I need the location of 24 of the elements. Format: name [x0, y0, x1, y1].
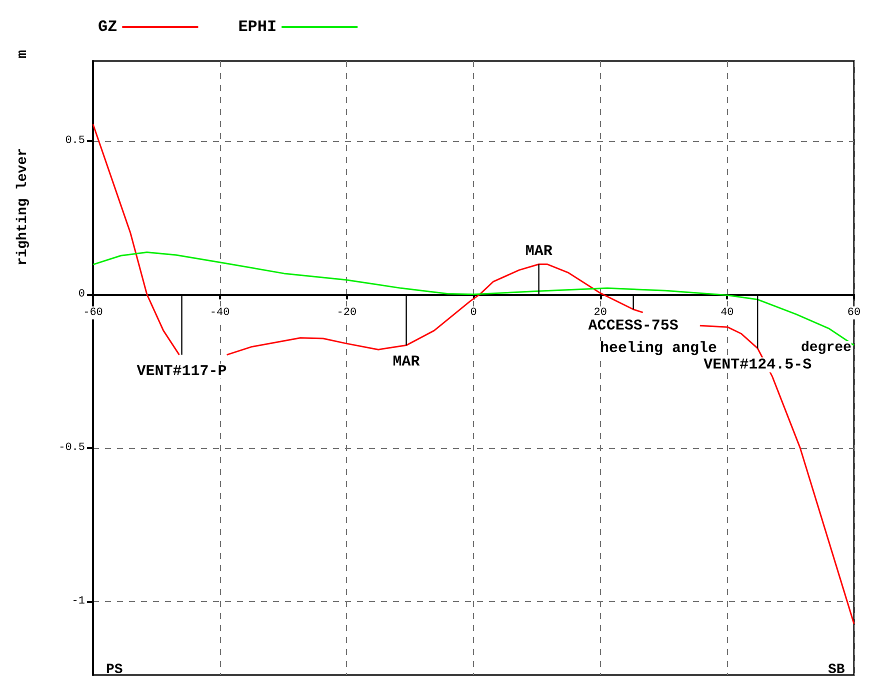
- annotation: MAR: [392, 353, 420, 370]
- x-tick-label: -20: [336, 306, 357, 319]
- y-axis-title: righting lever: [15, 148, 31, 266]
- x-tick-label: 20: [594, 306, 607, 319]
- text: m: [15, 50, 31, 58]
- x-tick-label: 0: [470, 306, 477, 319]
- legend-label: EPHI: [238, 18, 277, 36]
- annotation: MAR: [525, 243, 552, 260]
- x-tick-label: -60: [83, 306, 103, 319]
- y-tick-label: 0.5: [65, 134, 85, 147]
- x-tick-label: 40: [720, 306, 734, 319]
- annotation: PS: [106, 662, 123, 678]
- annotation: VENT#124.5-S: [704, 356, 812, 374]
- y-tick-label: -0.5: [58, 442, 85, 454]
- x-tick-label: -40: [210, 306, 230, 319]
- x-tick-label: 60: [847, 306, 861, 319]
- annotation: degree: [801, 340, 852, 356]
- annotation: VENT#117-P: [136, 362, 227, 380]
- annotation: ACCESS-75S: [588, 317, 678, 334]
- x-axis-title: heeling angle: [600, 340, 718, 357]
- y-tick-label: -1: [72, 595, 86, 608]
- y-tick-label: 0: [78, 288, 85, 300]
- legend-label: GZ: [98, 18, 118, 36]
- annotation: SB: [828, 662, 846, 678]
